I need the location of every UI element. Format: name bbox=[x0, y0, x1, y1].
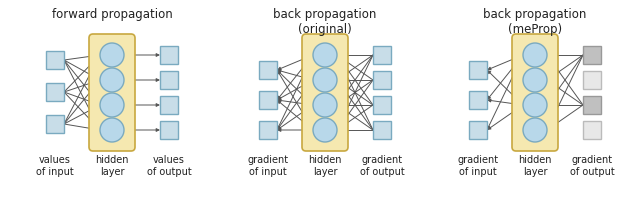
Text: back propagation
(original): back propagation (original) bbox=[273, 8, 377, 36]
FancyBboxPatch shape bbox=[160, 71, 178, 89]
FancyBboxPatch shape bbox=[259, 121, 277, 139]
FancyBboxPatch shape bbox=[373, 71, 391, 89]
Circle shape bbox=[523, 93, 547, 117]
Circle shape bbox=[313, 118, 337, 142]
FancyBboxPatch shape bbox=[302, 34, 348, 151]
Text: gradient
of output: gradient of output bbox=[570, 155, 614, 177]
Circle shape bbox=[100, 43, 124, 67]
Circle shape bbox=[313, 68, 337, 92]
FancyBboxPatch shape bbox=[160, 46, 178, 64]
FancyBboxPatch shape bbox=[160, 121, 178, 139]
Circle shape bbox=[313, 93, 337, 117]
Circle shape bbox=[100, 118, 124, 142]
Text: hidden
layer: hidden layer bbox=[95, 155, 129, 177]
FancyBboxPatch shape bbox=[583, 121, 601, 139]
FancyBboxPatch shape bbox=[469, 91, 487, 109]
Text: hidden
layer: hidden layer bbox=[308, 155, 342, 177]
FancyBboxPatch shape bbox=[46, 115, 64, 133]
Text: forward propagation: forward propagation bbox=[52, 8, 172, 21]
FancyBboxPatch shape bbox=[46, 83, 64, 101]
FancyBboxPatch shape bbox=[89, 34, 135, 151]
FancyBboxPatch shape bbox=[259, 61, 277, 79]
Text: gradient
of input: gradient of input bbox=[458, 155, 499, 177]
FancyBboxPatch shape bbox=[583, 71, 601, 89]
Circle shape bbox=[100, 93, 124, 117]
Circle shape bbox=[523, 43, 547, 67]
FancyBboxPatch shape bbox=[46, 51, 64, 69]
Text: gradient
of input: gradient of input bbox=[248, 155, 289, 177]
FancyBboxPatch shape bbox=[373, 96, 391, 114]
FancyBboxPatch shape bbox=[469, 121, 487, 139]
Text: hidden
layer: hidden layer bbox=[518, 155, 552, 177]
Circle shape bbox=[523, 118, 547, 142]
Circle shape bbox=[313, 43, 337, 67]
FancyBboxPatch shape bbox=[160, 96, 178, 114]
FancyBboxPatch shape bbox=[583, 96, 601, 114]
FancyBboxPatch shape bbox=[583, 46, 601, 64]
FancyBboxPatch shape bbox=[373, 121, 391, 139]
Text: values
of input: values of input bbox=[36, 155, 74, 177]
Circle shape bbox=[523, 68, 547, 92]
FancyBboxPatch shape bbox=[512, 34, 558, 151]
FancyBboxPatch shape bbox=[259, 91, 277, 109]
Circle shape bbox=[100, 68, 124, 92]
Text: gradient
of output: gradient of output bbox=[360, 155, 404, 177]
FancyBboxPatch shape bbox=[373, 46, 391, 64]
FancyBboxPatch shape bbox=[469, 61, 487, 79]
Text: back propagation
(meProp): back propagation (meProp) bbox=[483, 8, 587, 36]
Text: values
of output: values of output bbox=[147, 155, 191, 177]
